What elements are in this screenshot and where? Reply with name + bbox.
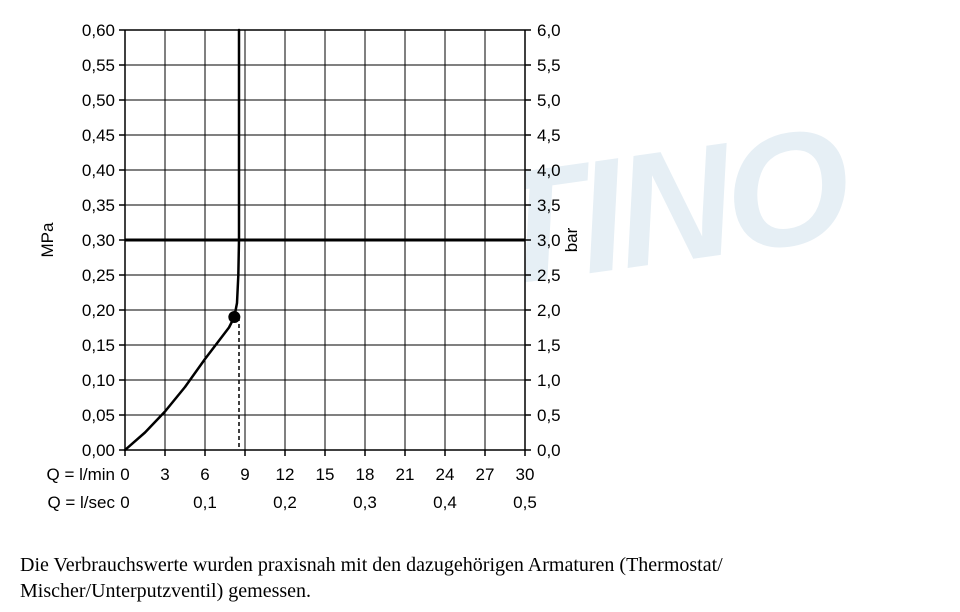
svg-text:1,0: 1,0 <box>537 371 561 390</box>
svg-text:Q = l/sec: Q = l/sec <box>47 493 115 512</box>
svg-text:0,35: 0,35 <box>82 196 115 215</box>
svg-text:0,2: 0,2 <box>273 493 297 512</box>
svg-text:0,15: 0,15 <box>82 336 115 355</box>
svg-text:0,1: 0,1 <box>193 493 217 512</box>
flow-pressure-chart: 0,000,050,100,150,200,250,300,350,400,45… <box>20 20 605 535</box>
svg-text:4,5: 4,5 <box>537 126 561 145</box>
svg-text:4,0: 4,0 <box>537 161 561 180</box>
svg-text:3: 3 <box>160 465 169 484</box>
svg-text:1,5: 1,5 <box>537 336 561 355</box>
svg-text:Q = l/min: Q = l/min <box>47 465 116 484</box>
svg-text:0,5: 0,5 <box>513 493 537 512</box>
svg-text:0: 0 <box>120 493 129 512</box>
svg-text:21: 21 <box>396 465 415 484</box>
svg-text:6: 6 <box>200 465 209 484</box>
svg-text:0,00: 0,00 <box>82 441 115 460</box>
svg-text:0,20: 0,20 <box>82 301 115 320</box>
svg-text:18: 18 <box>356 465 375 484</box>
svg-text:0,4: 0,4 <box>433 493 457 512</box>
svg-text:27: 27 <box>476 465 495 484</box>
svg-text:2,0: 2,0 <box>537 301 561 320</box>
svg-text:MPa: MPa <box>38 222 57 258</box>
footnote-line1: Die Verbrauchswerte wurden praxisnah mit… <box>20 552 723 578</box>
svg-text:5,5: 5,5 <box>537 56 561 75</box>
svg-text:0,25: 0,25 <box>82 266 115 285</box>
svg-text:bar: bar <box>562 227 581 252</box>
svg-text:0,45: 0,45 <box>82 126 115 145</box>
svg-text:12: 12 <box>276 465 295 484</box>
page-root: SANITINO 0,000,050,100,150,200,250,300,3… <box>0 0 960 612</box>
svg-text:5,0: 5,0 <box>537 91 561 110</box>
svg-text:0,5: 0,5 <box>537 406 561 425</box>
svg-text:0,60: 0,60 <box>82 21 115 40</box>
footnote-line2: Mischer/Unterputzventil) gemessen. <box>20 578 311 604</box>
svg-text:0: 0 <box>120 465 129 484</box>
svg-text:0,40: 0,40 <box>82 161 115 180</box>
svg-text:30: 30 <box>516 465 535 484</box>
svg-text:9: 9 <box>240 465 249 484</box>
svg-text:0,55: 0,55 <box>82 56 115 75</box>
svg-text:6,0: 6,0 <box>537 21 561 40</box>
svg-text:3,5: 3,5 <box>537 196 561 215</box>
svg-text:15: 15 <box>316 465 335 484</box>
svg-text:0,05: 0,05 <box>82 406 115 425</box>
svg-text:0,0: 0,0 <box>537 441 561 460</box>
chart-svg: 0,000,050,100,150,200,250,300,350,400,45… <box>20 20 605 530</box>
svg-text:24: 24 <box>436 465 455 484</box>
svg-text:0,50: 0,50 <box>82 91 115 110</box>
svg-text:0,30: 0,30 <box>82 231 115 250</box>
svg-text:0,10: 0,10 <box>82 371 115 390</box>
svg-text:0,3: 0,3 <box>353 493 377 512</box>
svg-text:2,5: 2,5 <box>537 266 561 285</box>
svg-text:3,0: 3,0 <box>537 231 561 250</box>
